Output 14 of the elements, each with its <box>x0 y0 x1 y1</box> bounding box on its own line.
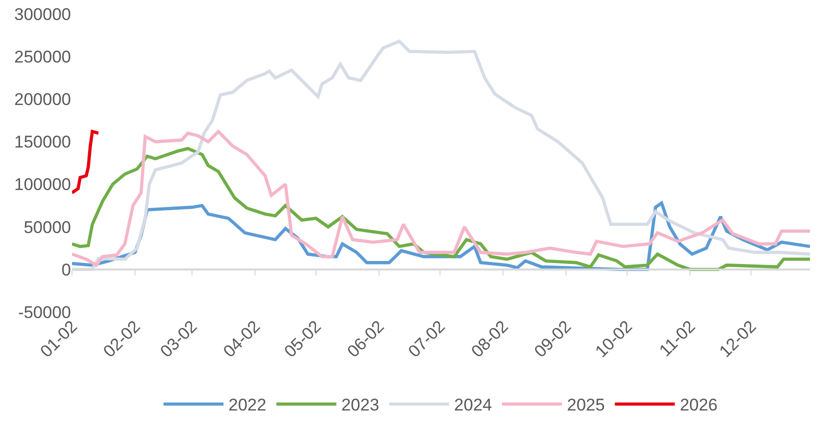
y-tick-label: 200000 <box>14 90 71 110</box>
legend-label: 2024 <box>454 396 492 415</box>
y-tick-label: 250000 <box>14 48 71 67</box>
y-tick-label: 100000 <box>14 175 71 194</box>
legend-label: 2025 <box>566 396 605 415</box>
y-tick-label: 300000 <box>14 4 71 24</box>
y-tick-label: 0 <box>62 260 71 280</box>
legend-label: 2026 <box>680 396 718 415</box>
line-series <box>72 130 100 194</box>
y-tick-label: 150000 <box>14 132 71 152</box>
legend-label: 2022 <box>228 396 266 415</box>
legend-label: 2023 <box>341 396 380 415</box>
y-tick-label: -50000 <box>18 302 71 322</box>
y-tick-label: 50000 <box>24 218 71 237</box>
